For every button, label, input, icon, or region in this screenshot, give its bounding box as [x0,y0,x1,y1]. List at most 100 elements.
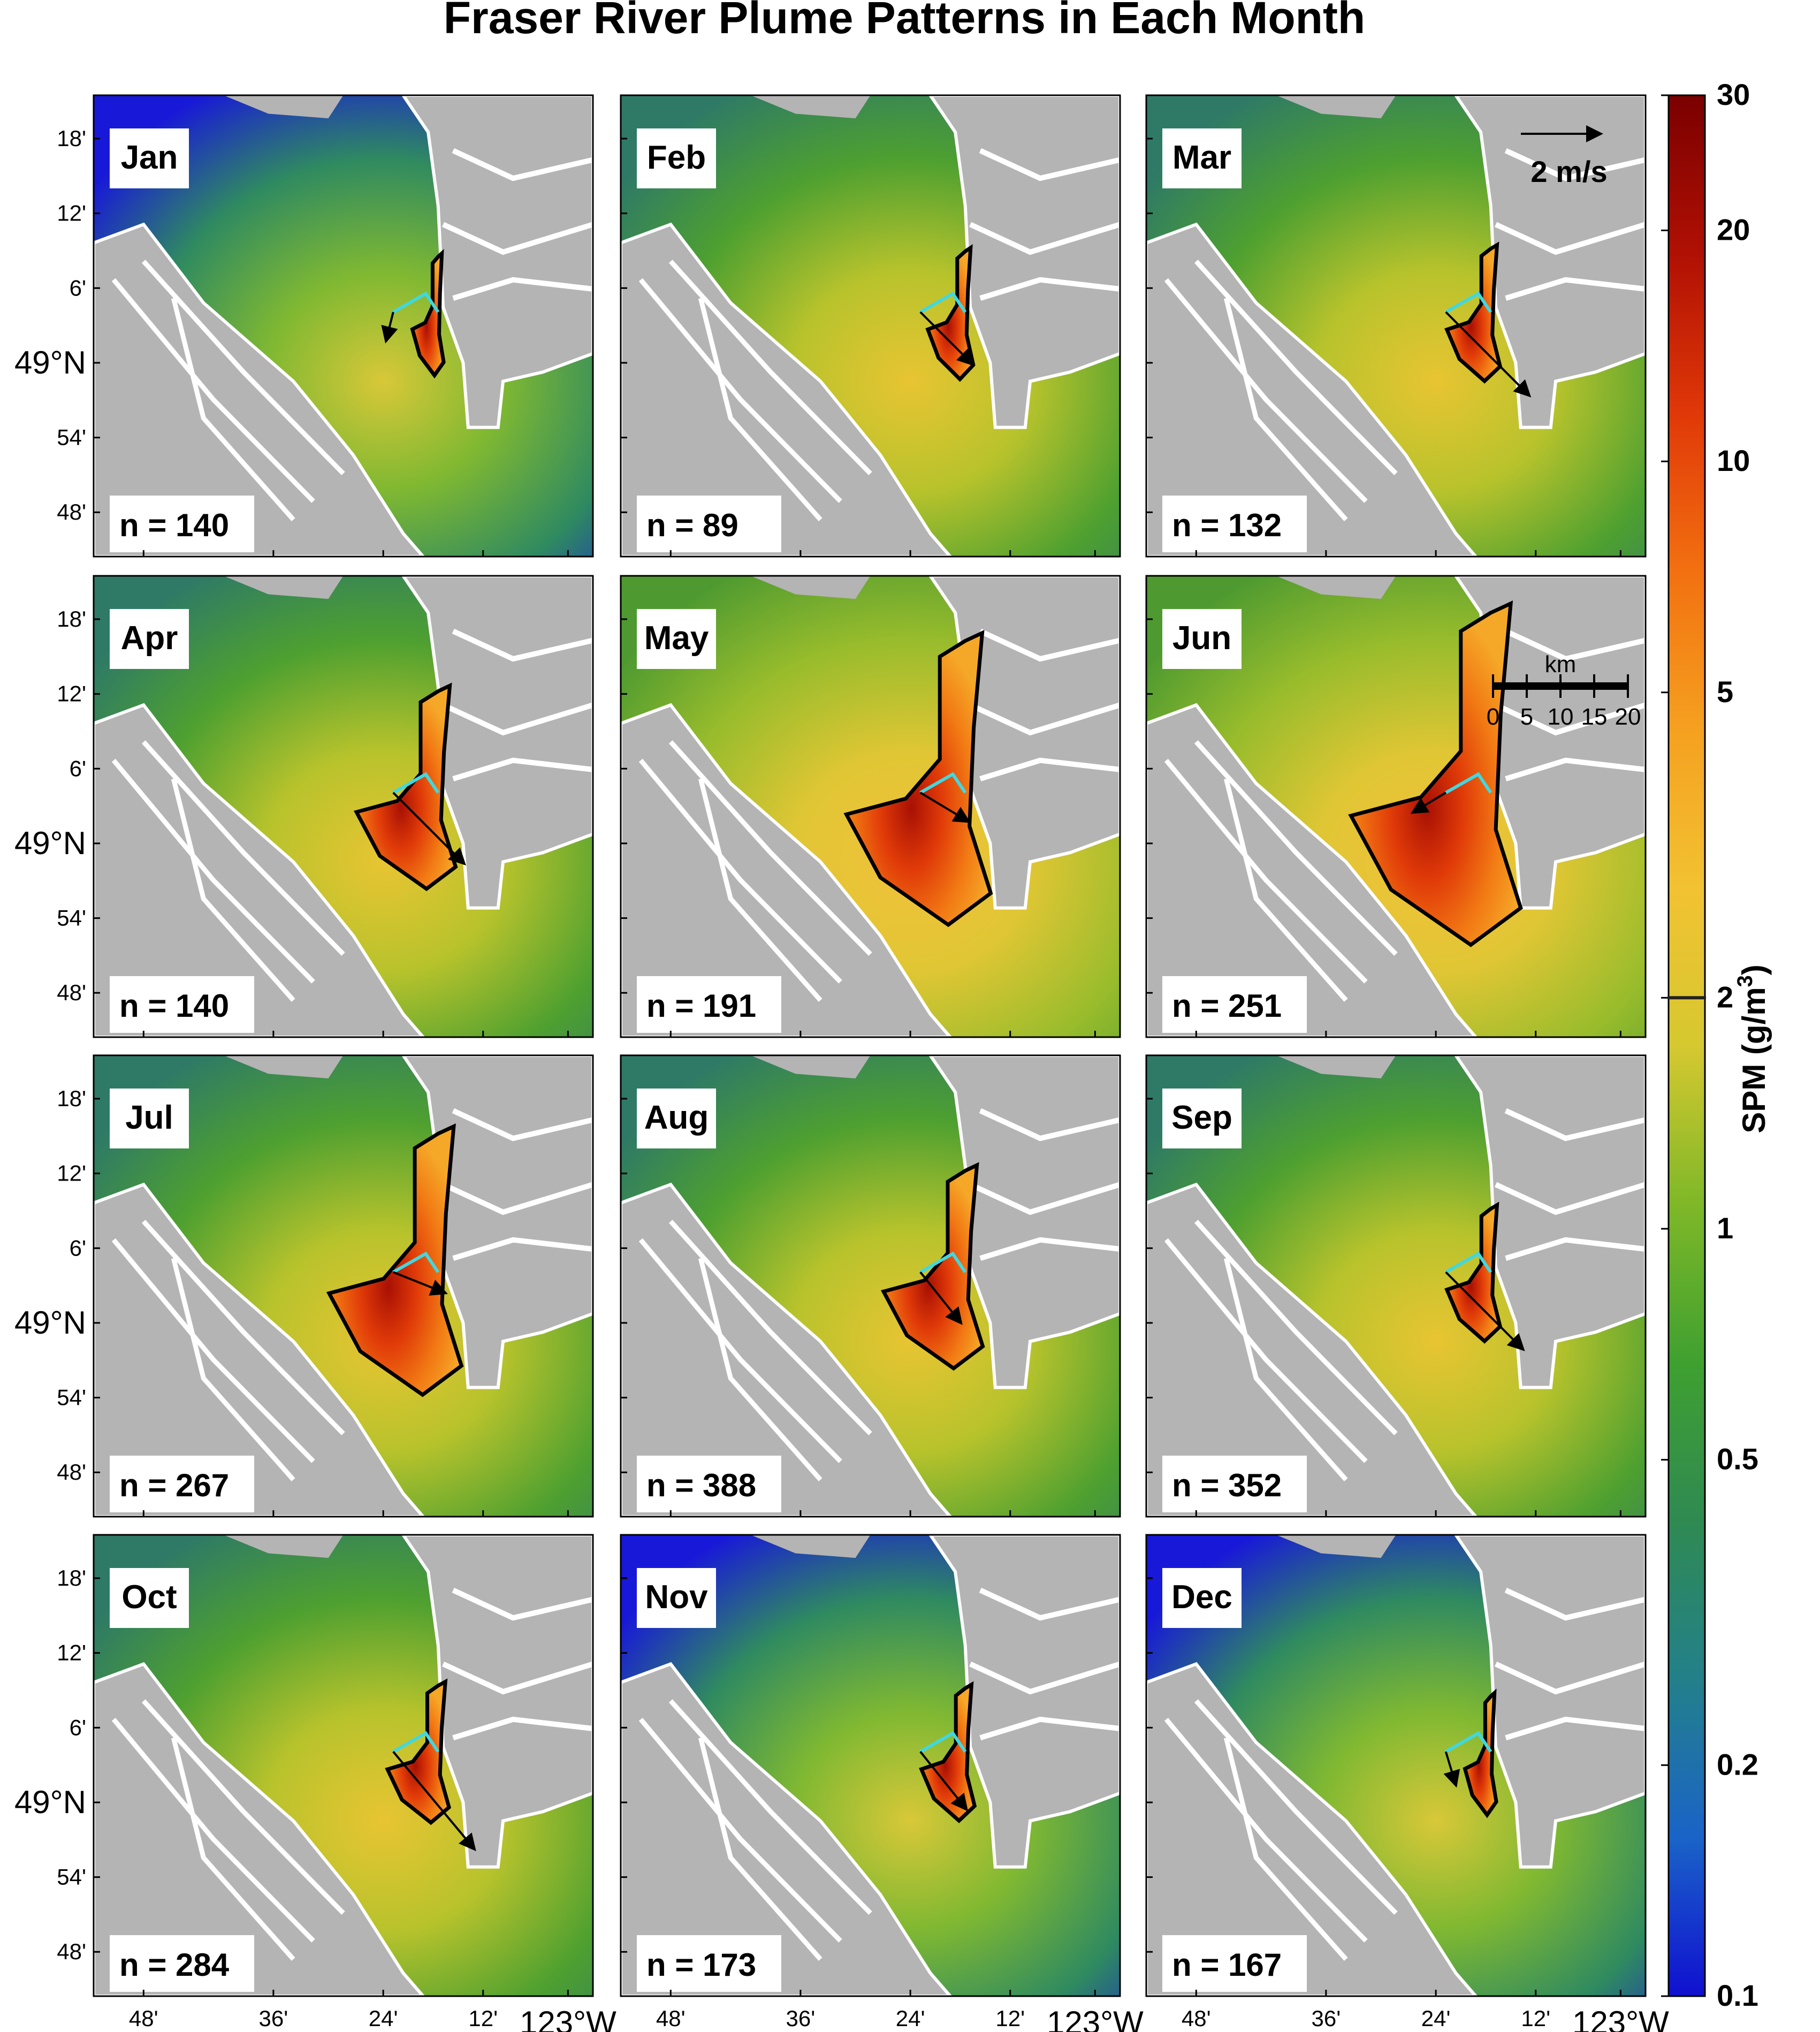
n-label-box [637,976,781,1033]
panel-frame [1145,1534,1647,1997]
distance-scale-tick-label: 0 [1487,704,1499,730]
longitude-tick-label: 36' [786,2006,816,2031]
river-mouth-line [919,291,967,314]
island-channels [111,260,345,522]
distance-scale-tick-label: 10 [1548,704,1574,730]
colorbar-tick-label: 2 [1717,980,1733,1014]
month-label-box [110,1568,189,1628]
map-panel: Jun n = 251 [1145,575,1647,1038]
colorbar-label: SPM (g/m3) [1733,964,1772,1133]
panel-frame [620,575,1121,1038]
north-shore-land [750,576,871,599]
colorbar-tick-label: 0.5 [1717,1442,1758,1476]
fraser-river-arms [1495,1108,1646,1261]
month-label-box [110,1089,189,1148]
longitude-tick-label: 48' [1182,2006,1211,2031]
river-mouth-line [392,291,440,314]
month-label-box [1162,128,1242,188]
distance-scale: km 0 5 10 15 20 [1487,651,1641,730]
fraser-river-arms [969,148,1120,301]
north-shore-land [223,576,344,599]
month-label: Jul [125,1099,173,1136]
fraser-river-arms [969,1108,1120,1261]
sample-count-label: n = 251 [1172,988,1282,1024]
longitude-tick-label: 24' [1421,2006,1451,2031]
river-mouth-line [392,1251,440,1274]
panel-frame [93,1054,594,1518]
map-content [621,1055,1120,1517]
month-label-box [1162,1089,1242,1148]
sample-count-label: n = 140 [119,988,229,1024]
latitude-tick-label: 12' [57,1640,86,1665]
latitude-tick-label: 54' [57,905,86,931]
river-mouth-line [1445,772,1492,794]
river-plume [326,1123,464,1397]
longitude-tick-label: 24' [896,2006,925,2031]
north-shore-land [1276,1535,1396,1558]
map-content [94,1055,593,1517]
fraser-river-arms [969,1587,1120,1741]
fraser-river-arms [1495,1587,1646,1741]
island-channels [1164,740,1398,1002]
map-axes: 18' 12' 6' 49°N 54' 48' 18' 12' 6' 49°N 54' 48' 18' 1… [14,126,1669,2032]
velocity-scale: 2 m/s [1521,125,1608,188]
north-shore-land [750,95,871,119]
longitude-tick-label: 12' [995,2006,1025,2031]
river-mouth-line [919,1731,967,1753]
distance-scale-unit: km [1545,651,1577,678]
island-channels [111,740,345,1002]
mean-velocity-arrow [1443,1751,1460,1788]
colorbar-gradient [1667,94,1706,1997]
latitude-tick-label: 12' [57,201,86,226]
map-panel: Sep n = 352 [1145,1054,1647,1518]
mainland-land [401,576,593,910]
month-label: Feb [647,139,706,176]
sample-count-label: n = 140 [119,507,229,543]
north-shore-land [750,1535,871,1558]
north-shore-land [223,1535,344,1558]
colorbar-tick-label: 10 [1717,444,1750,477]
map-panel: Dec n = 167 [1145,1534,1647,1997]
latitude-tick-label: 18' [57,1565,86,1590]
colorbar-tick-label: 5 [1717,675,1733,709]
island-channels [111,1220,345,1482]
latitude-tick-label: 6' [70,1715,86,1740]
month-label-box [637,609,716,669]
latitude-tick-label: 49°N [14,1784,86,1820]
map-content [621,95,1120,557]
sample-count-label: n = 388 [646,1467,756,1503]
fraser-river-arms [442,148,593,301]
colorbar-tick-label: 30 [1717,78,1750,111]
mainland-land [1453,1055,1646,1389]
sample-count-label: n = 191 [646,988,756,1024]
latitude-tick-label: 48' [57,499,86,524]
latitude-tick-label: 54' [57,425,86,450]
n-label-box [1162,976,1307,1033]
month-label: Jan [121,139,178,176]
latitude-tick-label: 49°N [14,345,86,380]
month-label: Sep [1171,1099,1232,1136]
latitude-tick-label: 6' [70,756,86,781]
north-shore-land [1276,1055,1396,1079]
map-panel: Jul n = 267 [93,1054,594,1518]
n-label-box [110,496,254,552]
month-label-box [110,128,189,188]
fraser-river-arms [1495,148,1646,301]
island-channels [1164,1699,1398,1961]
latitude-tick-label: 49°N [14,1305,86,1341]
map-panel: Apr n = 140 [93,575,594,1038]
map-content [1146,1535,1646,1996]
river-mouth-line [1445,1251,1492,1274]
colorbar-tick-label: 20 [1717,213,1750,247]
sample-count-label: n = 267 [119,1467,229,1503]
latitude-tick-label: 12' [57,681,86,706]
longitude-tick-label: 123°W [1572,2005,1669,2032]
latitude-tick-label: 48' [57,1939,86,1964]
month-label: Oct [121,1579,177,1616]
latitude-tick-label: 6' [70,1235,86,1260]
distance-scale-tick-label: 20 [1615,704,1641,730]
mainland-land [401,1535,593,1869]
n-label-box [1162,1935,1307,1992]
month-label: Nov [645,1579,708,1616]
